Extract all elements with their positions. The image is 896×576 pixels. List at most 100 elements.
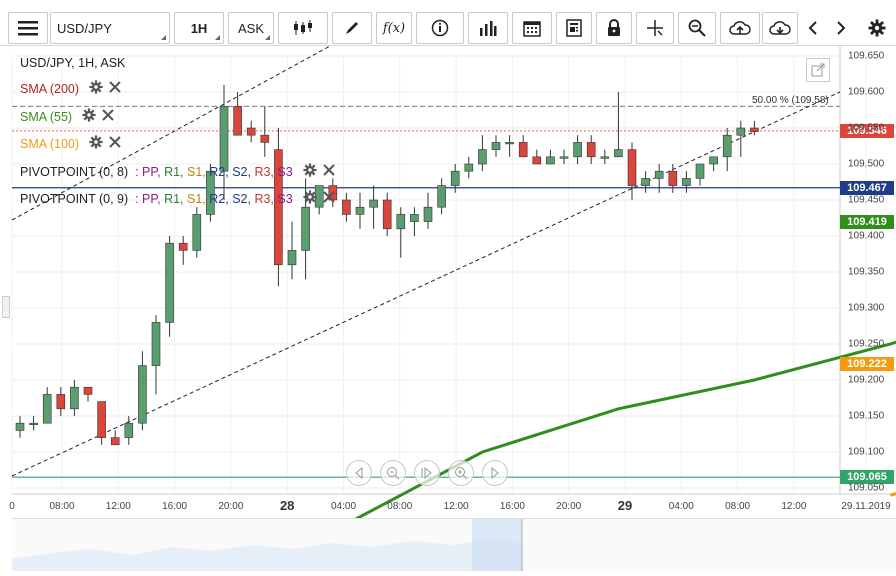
navigator-window[interactable] <box>472 519 522 571</box>
symbol-value: USD/JPY <box>57 20 112 36</box>
price-tag-sma55: 109.419 <box>840 215 894 230</box>
price-chart[interactable] <box>0 0 896 520</box>
candle-body <box>56 394 66 410</box>
time-tick-label: 04:00 <box>330 501 357 512</box>
popout-icon <box>811 63 825 77</box>
zoom-in-icon <box>455 467 468 480</box>
pan-left-button[interactable] <box>346 460 372 486</box>
timeframe-value: 1H <box>190 20 208 36</box>
crosshair-button[interactable] <box>636 12 674 44</box>
gear-icon[interactable] <box>82 107 96 127</box>
zoom-out-button[interactable] <box>380 460 406 486</box>
candle-body <box>450 170 460 186</box>
upload-button[interactable] <box>720 12 760 44</box>
volume-button[interactable] <box>468 12 508 44</box>
gear-icon[interactable] <box>89 79 103 99</box>
info-button[interactable] <box>416 12 464 44</box>
navigator-chart <box>12 519 523 571</box>
lock-icon <box>608 19 620 36</box>
close-icon[interactable] <box>109 135 121 153</box>
settings-button[interactable] <box>862 12 892 44</box>
candle-body <box>627 149 637 186</box>
gear-icon[interactable] <box>303 189 317 209</box>
lock-button[interactable] <box>596 12 632 44</box>
fit-icon <box>421 467 432 479</box>
candle-body <box>110 437 120 446</box>
price-type-select[interactable]: ASK <box>228 12 274 44</box>
time-tick-label: 08:00 <box>725 501 751 512</box>
indicator-sma55[interactable]: SMA (55) <box>20 107 114 127</box>
time-tick-label: 08:00 <box>49 501 75 512</box>
pivot-s2: S2, <box>232 165 251 179</box>
close-icon[interactable] <box>322 190 335 208</box>
candle-body <box>614 149 623 158</box>
time-tick-label: 12:00 <box>443 501 469 512</box>
indicator-sma200[interactable]: SMA (200) <box>20 79 121 99</box>
timeframe-select[interactable]: 1H <box>174 12 224 44</box>
pivot-label: PIVOTPOINT (0, 8) <box>20 165 129 179</box>
panel-resize-handle[interactable] <box>2 296 10 318</box>
indicator-sma100[interactable]: SMA (100) <box>20 134 121 154</box>
time-tick-label: 12:00 <box>105 501 131 512</box>
pan-right-button[interactable] <box>482 460 508 486</box>
channel-upper-line <box>11 45 331 221</box>
close-icon[interactable] <box>109 80 121 98</box>
candle-body <box>246 127 256 136</box>
candle-body <box>532 156 542 165</box>
candle-body <box>233 106 242 136</box>
channel-lower-line <box>11 91 841 477</box>
price-tick-label: 109.500 <box>848 158 885 170</box>
pivot-s3: S3 <box>277 192 293 206</box>
menu-button[interactable] <box>8 12 48 44</box>
candle-body <box>124 422 134 438</box>
indicators-button[interactable]: f(x) <box>376 12 412 44</box>
scroll-left-button[interactable] <box>800 12 826 44</box>
candle-body <box>396 214 406 230</box>
pivot-pp: PP, <box>142 192 161 206</box>
candle-body <box>654 170 664 179</box>
candle-body <box>722 134 732 158</box>
news-button[interactable] <box>556 12 592 44</box>
gear-icon[interactable] <box>303 162 317 182</box>
price-tick-label: 109.400 <box>848 230 885 242</box>
popout-button[interactable] <box>806 58 830 82</box>
cloud-download-icon <box>769 21 791 35</box>
indicator-pivot-0-8[interactable]: PIVOTPOINT (0, 8) : PP, R1, S1, R2, S2, … <box>20 162 335 182</box>
price-tick-label: 109.150 <box>848 410 885 422</box>
gear-icon[interactable] <box>89 134 103 154</box>
indicator-pivot-0-9[interactable]: PIVOTPOINT (0, 9) : PP, R1, S1, R2, S2, … <box>20 189 335 209</box>
symbol-select[interactable]: USD/JPY <box>50 12 170 44</box>
pivot-s2: S2, <box>232 192 251 206</box>
candle-body <box>546 156 555 165</box>
calendar-button[interactable] <box>512 12 552 44</box>
candle-body <box>97 401 106 438</box>
scroll-right-button[interactable] <box>828 12 854 44</box>
close-icon[interactable] <box>102 108 114 126</box>
navigator-panel[interactable] <box>12 518 896 571</box>
close-icon[interactable] <box>322 163 335 181</box>
pivot-colon: : <box>135 165 139 179</box>
calendar-icon <box>523 21 541 37</box>
pivot-r3: R3, <box>254 192 274 206</box>
zoom-in-button[interactable] <box>448 460 474 486</box>
pivot-r3: R3, <box>254 165 274 179</box>
price-tick-label: 109.200 <box>848 374 885 386</box>
zoom-button[interactable] <box>678 12 716 44</box>
candle-body <box>287 250 297 266</box>
candle-body <box>219 106 229 172</box>
function-icon: f(x) <box>382 20 406 36</box>
fit-button[interactable] <box>414 460 440 486</box>
candle-body <box>491 142 501 150</box>
candle-body <box>586 142 596 158</box>
candle-body <box>42 394 52 424</box>
fib-label: 50.00 % (109.58) <box>752 95 829 106</box>
pivot-r1: R1, <box>164 165 184 179</box>
draw-button[interactable] <box>332 12 372 44</box>
candle-body <box>709 156 718 165</box>
candle-body <box>301 206 310 251</box>
prev-icon <box>355 467 363 479</box>
download-button[interactable] <box>762 12 798 44</box>
pivot-colon: : <box>135 192 139 206</box>
candle-body <box>750 127 759 132</box>
chart-type-button[interactable] <box>278 12 328 44</box>
